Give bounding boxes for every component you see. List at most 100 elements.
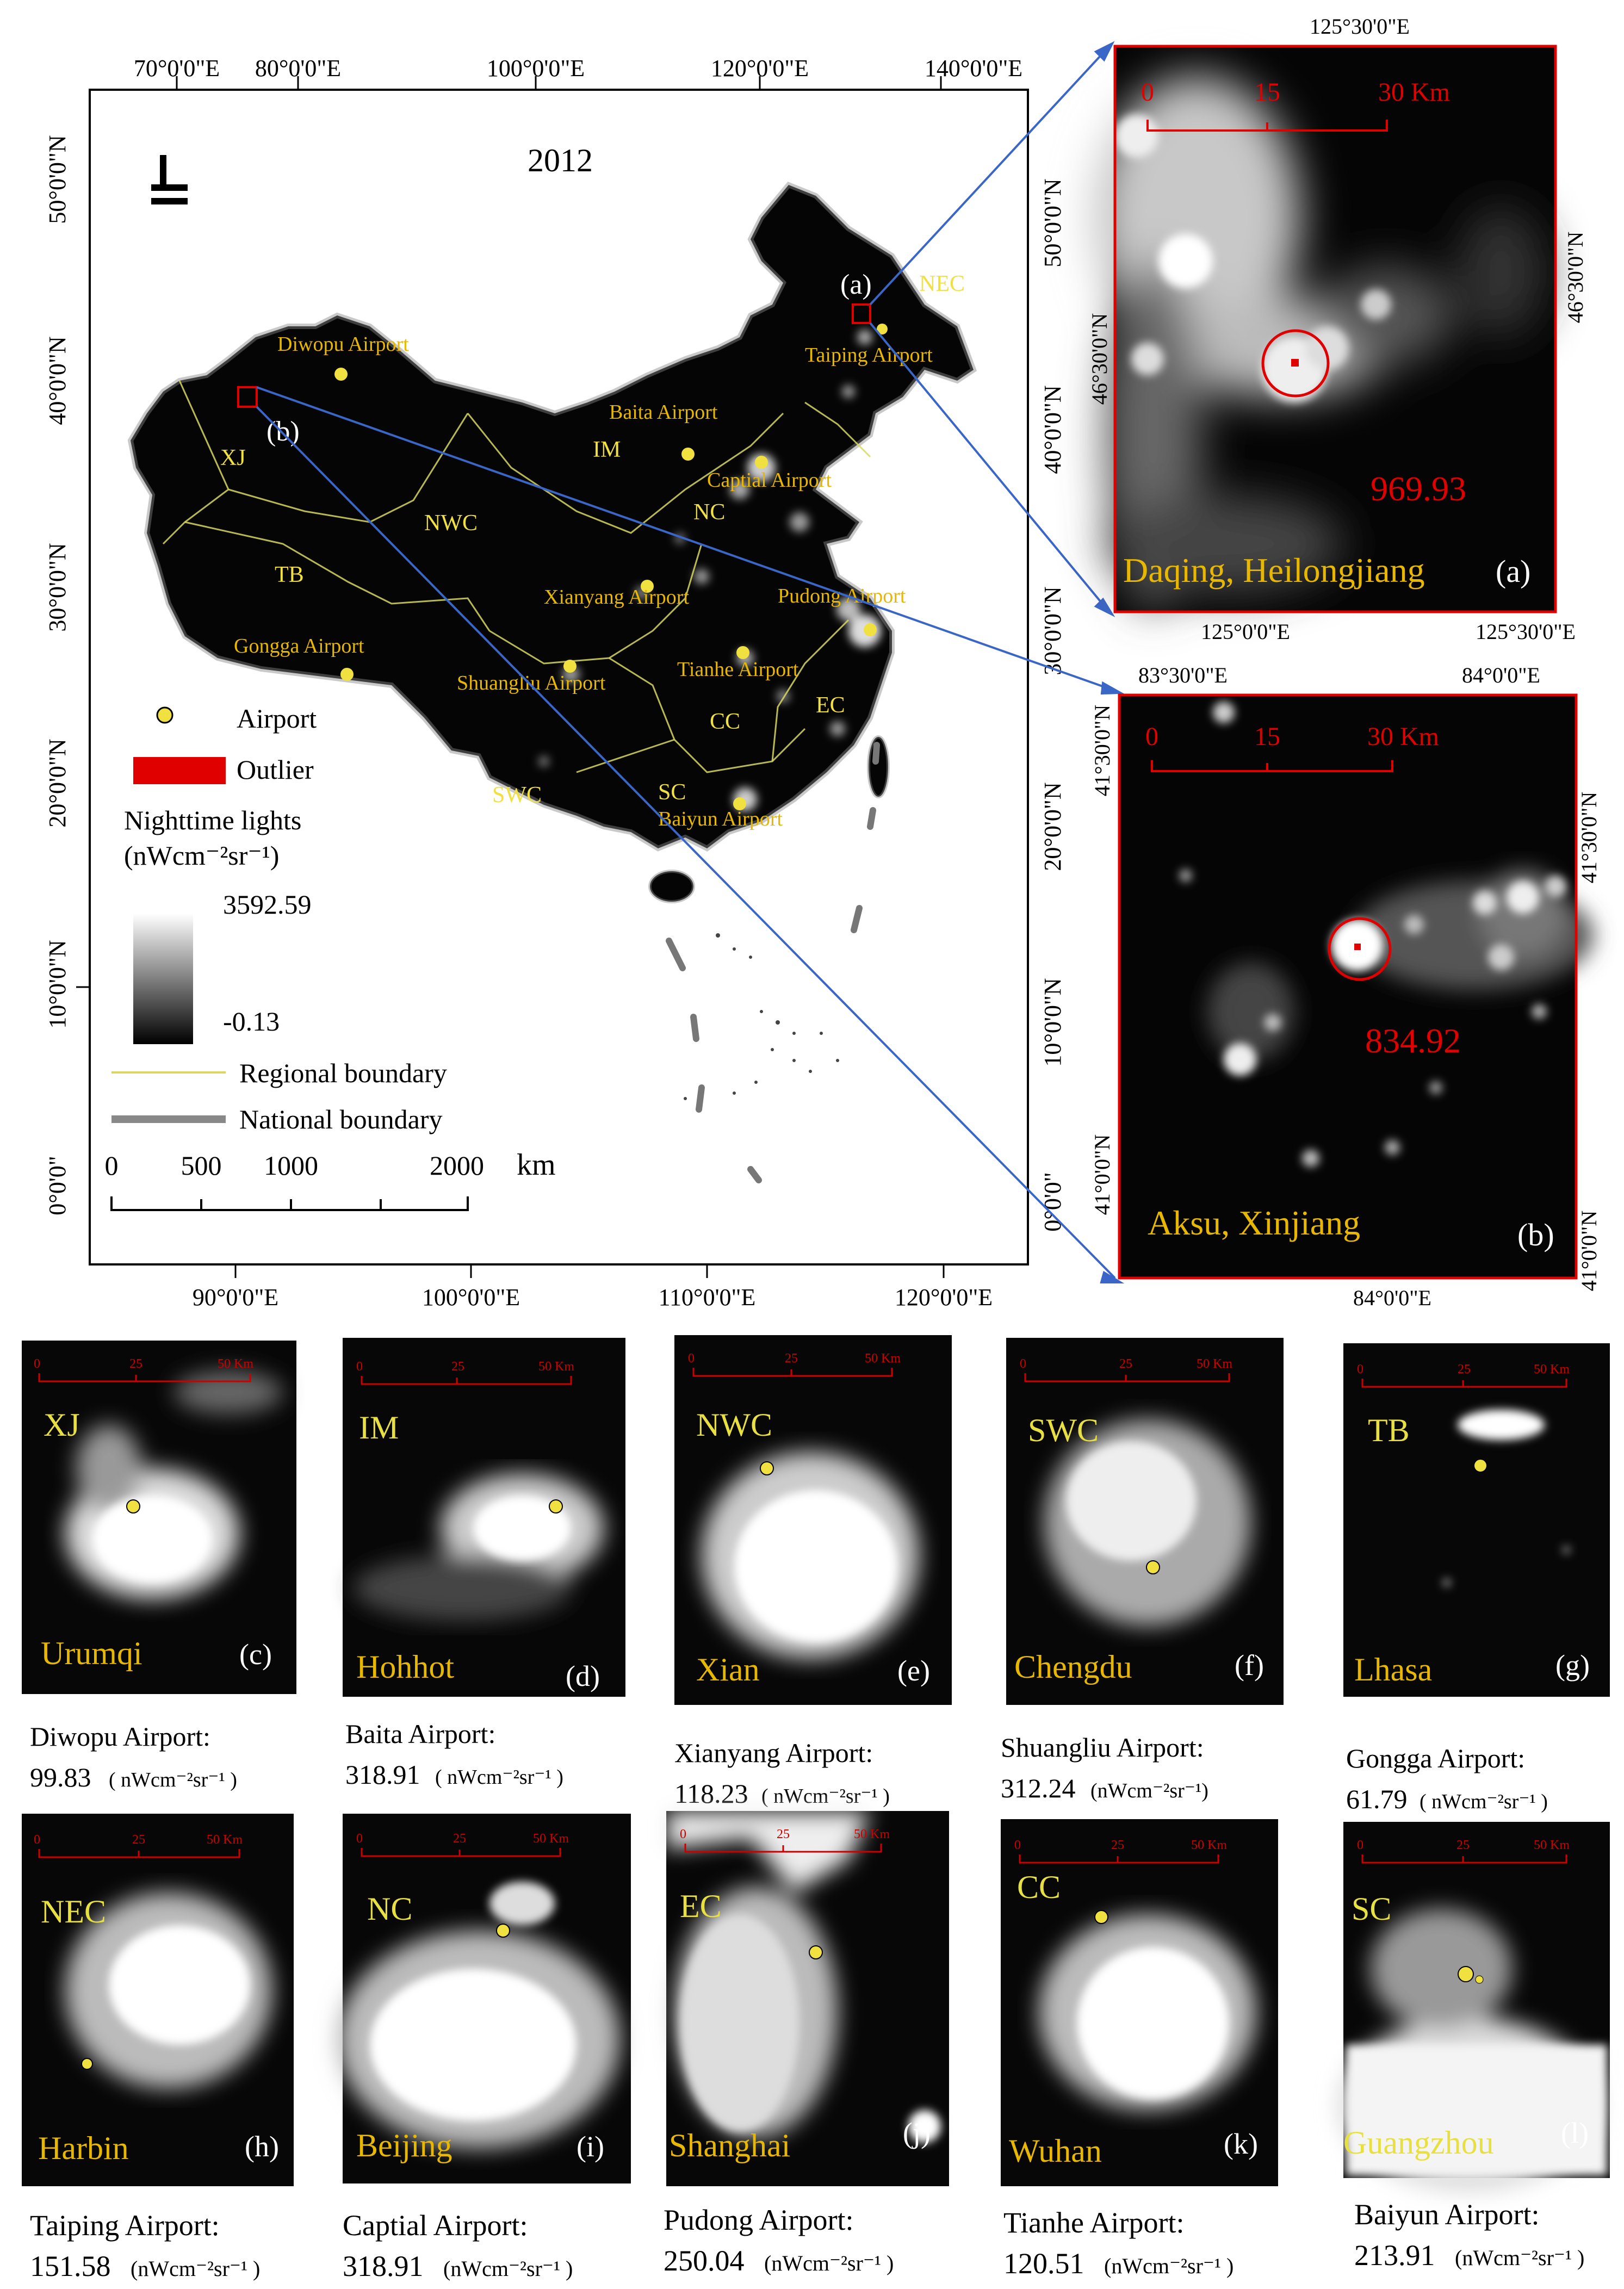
panel-d: 0 25 50 Km IM Hohhot (d) [343,1338,625,1697]
inset-b-letter: (b) [1517,1217,1554,1252]
airport-markers [334,324,888,810]
region-label: CC [710,709,740,734]
inset-a-scale-tick: 15 [1254,78,1280,107]
caption-unit: (nWcm⁻²sr⁻¹) [1090,1779,1208,1802]
airport-marker [549,1499,563,1513]
inset-a-frame [1113,45,1557,613]
mini-scale-tick: 25 [1119,1357,1132,1371]
lat-label: 10°0'0"N [44,940,71,1028]
lon-label: 140°0'0"E [925,55,1022,82]
city-lights [538,330,881,811]
airport-marker [1146,1560,1160,1574]
mini-scale-tick: 50 Km [538,1360,574,1374]
region-label: TB [275,562,304,587]
inset-a-city: Daqing, Heilongjiang [1123,551,1425,590]
callout-a: (a) [840,269,872,300]
caption-unit: ( nWcm⁻²sr⁻¹ ) [435,1766,563,1789]
sea-islands [684,933,839,1100]
mini-scale-tick: 25 [1111,1838,1124,1852]
airport-marker [81,2058,93,2070]
north-arrow-icon [151,155,188,204]
mini-scale-tick: 50 Km [533,1832,569,1846]
mini-scale-tick: 50 Km [1534,1838,1570,1852]
caption-unit: (nWcm⁻²sr⁻¹ ) [131,2256,260,2281]
panel-c: 0 25 50 Km XJ Urumqi (c) [22,1341,296,1694]
inset-a-bottom-label: 125°30'0"E [1476,619,1576,644]
region-label: NWC [424,511,478,536]
lat-label: 0°0'0" [1039,1172,1066,1231]
airport-label: Gongga Airport [234,635,364,657]
legend-outlier-label: Outlier [237,754,314,785]
panel-e: 0 25 50 Km NWC Xian (e) [674,1335,952,1705]
mini-scale-tick: 0 [688,1351,695,1366]
panel-city: Chengdu [1014,1649,1132,1685]
lat-label: 10°0'0"N [1039,978,1066,1066]
legend-national-label: National boundary [239,1104,443,1134]
inset-a-value: 969.93 [1371,469,1466,508]
lat-label: 40°0'0"N [44,336,71,425]
panel-letter: (c) [239,1638,272,1671]
panel-j: 0 25 50 Km EC Shanghai (j) [666,1811,949,2186]
caption-value: 120.51 [1003,2247,1084,2280]
caption-airport: Xianyang Airport: [674,1738,873,1768]
legend-ntl-gradient [133,914,193,1044]
panel-letter: (i) [577,2130,604,2163]
caption-value: 213.91 [1354,2239,1435,2272]
mini-scale-tick: 50 Km [207,1833,243,1847]
lon-label: 120°0'0"E [895,1284,993,1311]
airport-labels: Diwopu Airport Taiping Airport Baita Air… [234,333,933,830]
panel-city: Shanghai [669,2127,790,2163]
caption-airport: Shuangliu Airport: [1001,1732,1204,1763]
inset-a-letter: (a) [1496,554,1530,589]
inset-b-city: Aksu, Xinjiang [1148,1204,1360,1242]
legend-regional-label: Regional boundary [239,1058,447,1088]
caption-unit: (nWcm⁻²sr⁻¹ ) [764,2251,894,2275]
panel-f: 0 25 50 Km SWC Chengdu (f) [1006,1338,1284,1705]
lat-label: 30°0'0"N [1039,586,1066,675]
inset-b-scalebar [1151,760,1393,772]
scale-tick: 0 [105,1150,119,1181]
lon-label: 120°0'0"E [711,55,809,82]
inset-b-bottom-label: 84°0'0"E [1353,1286,1431,1310]
mini-scale-tick: 25 [453,1832,466,1846]
panel-letter: (e) [897,1654,930,1687]
row1-captions: Diwopu Airport: 99.83 ( nWcm⁻²sr⁻¹ ) Bai… [30,1719,1548,1814]
airport-label: Baita Airport [609,401,718,424]
scale-tick: 2000 [430,1150,484,1181]
inset-b-value: 834.92 [1365,1021,1461,1060]
panel-city: Xian [696,1652,760,1688]
airport-marker [760,1461,774,1475]
mini-scale-tick: 0 [680,1827,686,1841]
inset-b-outlier-circle [1328,917,1392,981]
caption-value: 250.04 [664,2244,745,2277]
mini-scale-tick: 0 [34,1357,40,1371]
airport-label: Pudong Airport [778,585,906,607]
mini-scale-tick: 25 [785,1351,798,1366]
panel-region: TB [1368,1412,1410,1448]
airport-marker [864,623,877,636]
airport-marker [1094,1910,1108,1924]
panel-h: 0 25 50 Km NEC Harbin (h) [22,1814,294,2186]
panel-region: XJ [44,1407,80,1443]
airport-label: Baiyun Airport [658,808,783,830]
inset-a-outlier-point [1291,359,1299,367]
caption-unit: ( nWcm⁻²sr⁻¹ ) [1420,1790,1548,1813]
inset-b-outlier-point [1354,944,1361,950]
mini-scale-tick: 0 [34,1833,40,1847]
mini-scale-tick: 25 [1458,1362,1471,1376]
airport-marker [733,797,746,810]
mini-scale-tick: 25 [132,1833,145,1847]
caption-value: 118.23 [674,1778,748,1809]
panel-city: Urumqi [41,1635,142,1671]
lon-label: 90°0'0"E [193,1284,278,1311]
airport-marker [563,660,577,673]
panel-city: Hohhot [356,1649,454,1685]
year-label: 2012 [528,142,593,178]
bottom-lon-labels: 90°0'0"E 100°0'0"E 110°0'0"E 120°0'0"E [193,1284,993,1311]
inset-b: 0 15 30 Km 834.92 Aksu, Xinjiang (b) 83°… [1090,663,1601,1310]
inset-b-left-label: 41°0'0"N [1090,1134,1114,1215]
airport-marker [755,456,768,469]
airport-label: Captial Airport [707,469,832,492]
china-landmass [127,182,977,852]
mini-scale-tick: 50 Km [1191,1838,1227,1852]
